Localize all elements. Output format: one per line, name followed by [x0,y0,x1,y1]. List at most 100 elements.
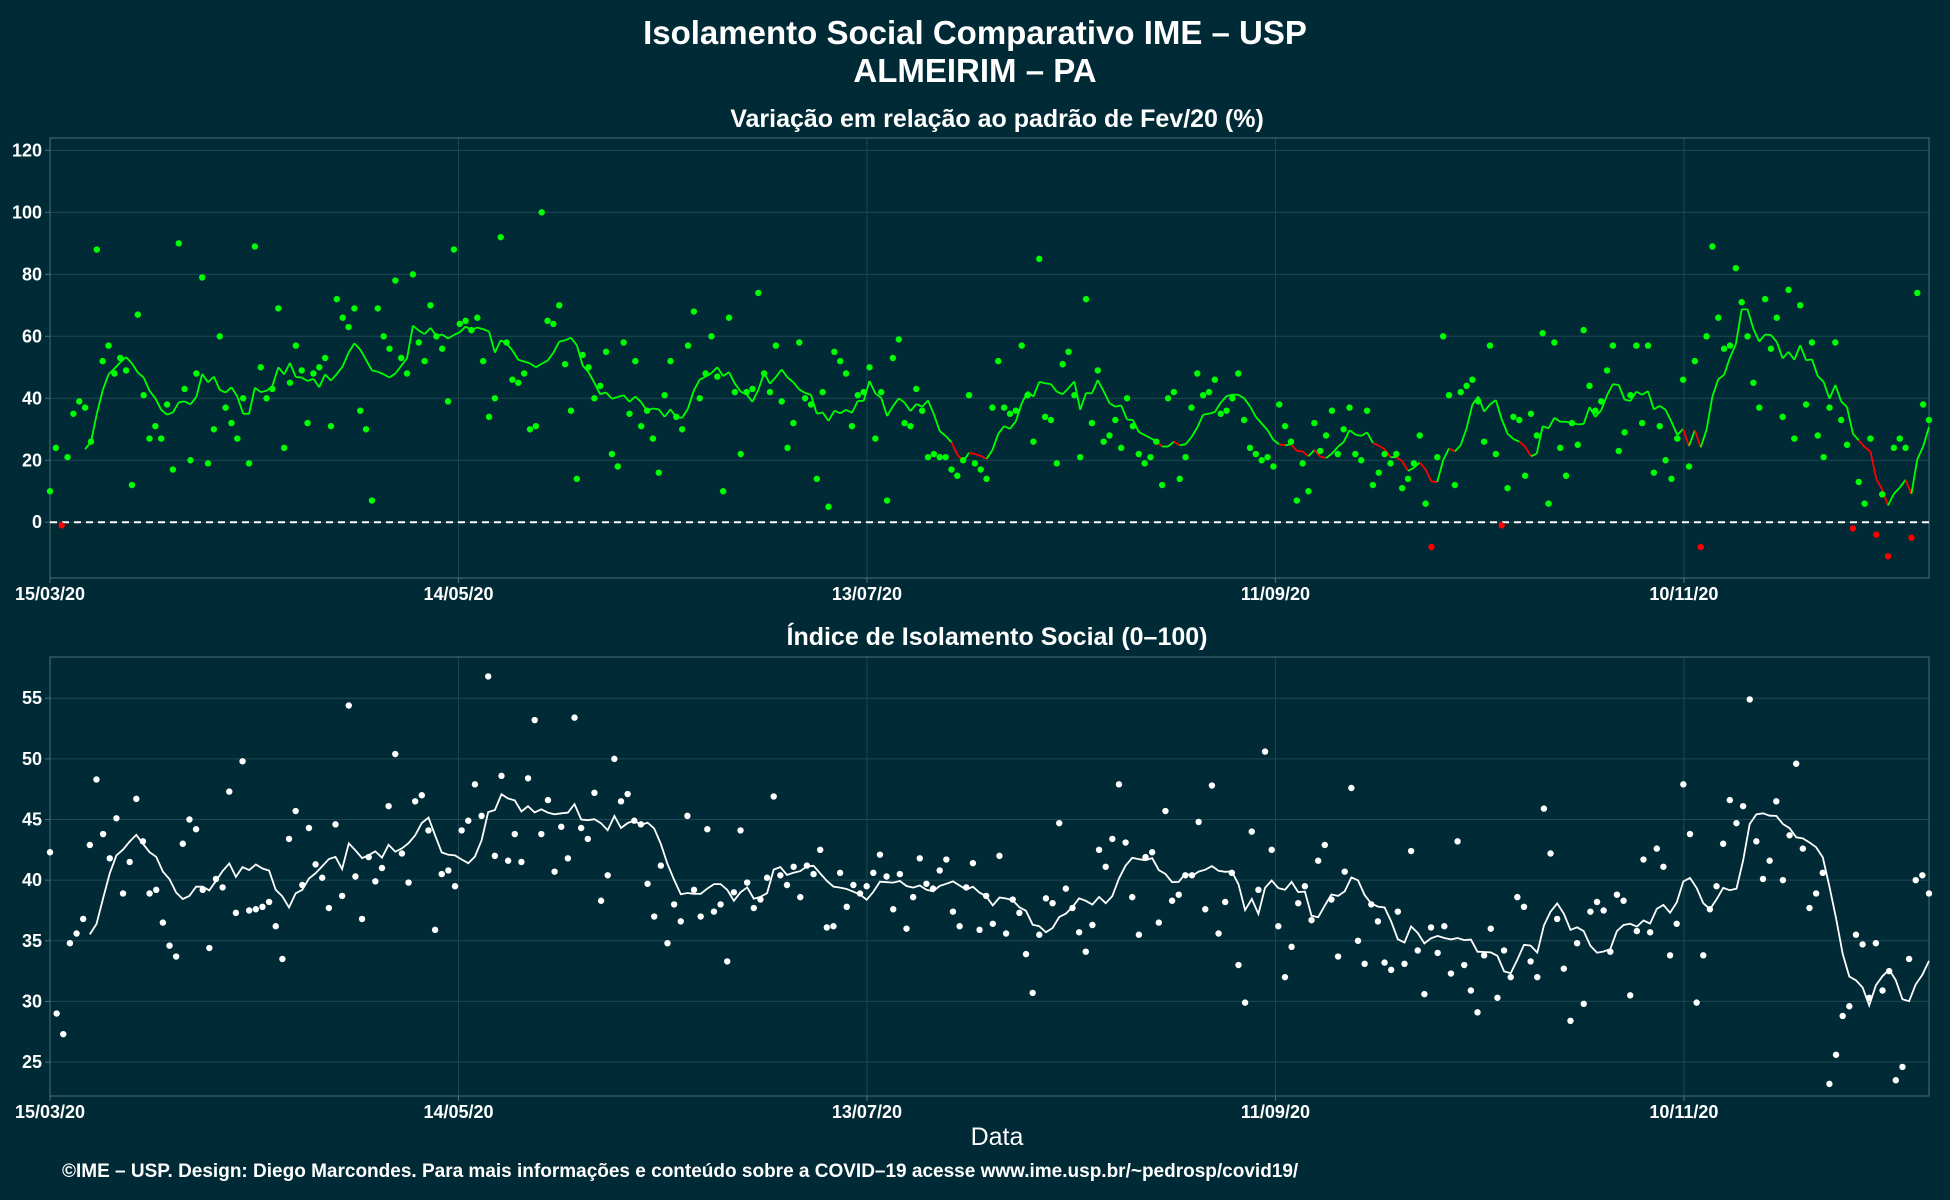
data-point [1358,457,1365,464]
data-point [1258,457,1265,464]
moving-average-segment [1424,469,1433,482]
data-point [1767,345,1775,352]
data-point [1071,391,1078,399]
data-point [1480,438,1488,445]
data-point [1301,883,1309,890]
moving-average-segment [687,390,695,409]
moving-average-segment [1688,429,1696,447]
data-point [93,776,100,783]
data-point [1217,410,1224,417]
x-tick-label: 10/11/20 [1649,1102,1718,1122]
data-point [1129,893,1136,901]
x-tick-label: 15/03/20 [15,584,85,604]
data-point [1494,994,1501,1001]
moving-average-segment [868,380,877,394]
moving-average-segment [1594,409,1602,418]
moving-average-segment [125,356,133,364]
moving-average-segment [985,449,994,460]
data-point [1000,404,1008,411]
moving-average-segment [482,328,490,333]
moving-average-segment [353,342,361,351]
moving-average-segment [834,409,841,415]
moving-average-segment [1208,411,1216,415]
data-point [398,850,406,857]
data-point [1580,1000,1587,1008]
data-point [1036,931,1043,938]
data-point [743,879,751,886]
data-point [737,827,744,834]
data-point [292,807,299,815]
x-tick-label: 14/05/20 [423,1102,493,1122]
moving-average-segment [1606,383,1614,396]
data-point [327,422,335,430]
data-point [275,305,282,312]
moving-average-segment [1302,450,1310,457]
moving-average-segment [488,331,496,353]
data-point [99,357,106,365]
data-point [222,404,229,411]
data-point [403,370,411,377]
data-point [186,816,193,823]
y-tick-label: 120 [12,140,42,160]
data-point [146,890,153,897]
moving-average-segment [1039,381,1046,385]
moving-average-segment [1419,461,1427,471]
moving-average-segment [1138,431,1146,436]
moving-average-segment [1436,460,1445,483]
data-point [579,351,586,359]
data-point [252,906,260,913]
moving-average-segment [1864,446,1872,453]
data-point [458,827,465,834]
data-point [1363,407,1371,414]
moving-average-segment [101,374,110,391]
data-point [286,379,294,386]
data-point [159,919,167,926]
data-point [511,830,518,838]
data-point [339,314,346,321]
moving-average-segment [1787,351,1796,361]
data-point [1374,918,1382,925]
data-point [1311,419,1318,427]
data-point [1049,899,1056,907]
moving-average-segment [1120,405,1128,420]
data-point [1162,807,1169,815]
data-point [1454,838,1461,845]
data-point [1195,818,1202,826]
data-point [661,391,668,399]
data-point [924,453,932,461]
data-point [1305,488,1312,495]
moving-average-segment [734,383,742,393]
moving-average-segment [137,371,145,379]
moving-average-segment [1588,406,1597,418]
data-point [1246,444,1254,452]
moving-average-segment [1413,461,1421,469]
data-point [657,862,665,869]
data-point [1573,939,1581,947]
data-point [358,915,366,923]
data-point [216,333,223,340]
data-point [1832,339,1839,346]
data-point [643,407,651,414]
data-point [989,920,997,927]
data-point [544,317,551,325]
moving-average-segment [816,411,823,415]
moving-average-segment [827,410,836,422]
data-point [380,333,387,340]
moving-average-segment [1899,479,1907,489]
data-point [1539,330,1546,337]
data-point [146,435,153,442]
moving-average-segment [511,349,520,361]
data-point [890,906,897,913]
data-point [903,925,910,932]
data-point [1404,475,1412,483]
moving-average-segment [909,403,918,412]
data-point [1507,973,1514,981]
moving-average-segment [1822,381,1831,400]
data-point [1786,832,1793,839]
data-point [70,410,77,417]
data-point [385,802,392,810]
moving-average-segment [611,396,619,400]
data-point [1175,891,1182,898]
moving-average-segment [1203,412,1210,416]
data-point [212,875,220,883]
